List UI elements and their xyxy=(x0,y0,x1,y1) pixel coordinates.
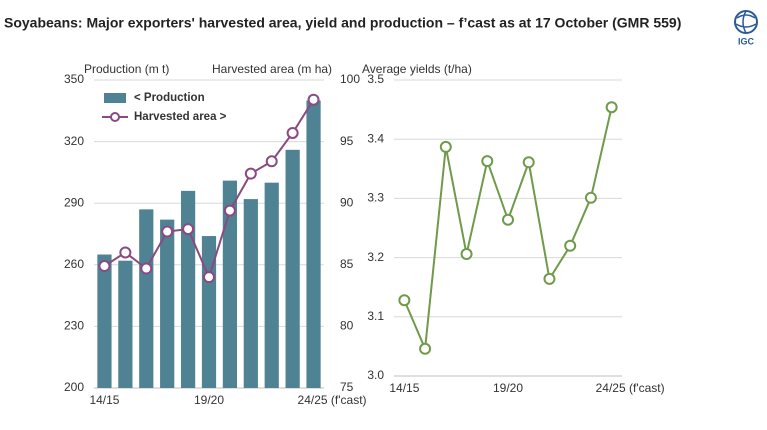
y-tick-label: 230 xyxy=(64,319,84,333)
logo: IGC xyxy=(734,10,758,46)
logo-text: IGC xyxy=(738,36,755,46)
x-tick-label: 14/15 xyxy=(389,381,419,395)
point-marker xyxy=(244,167,257,180)
y-tick-label: 3.2 xyxy=(367,250,384,264)
y2-tick-label: 75 xyxy=(340,380,354,394)
x-tick-label: 19/20 xyxy=(493,381,523,395)
x-tick-label: 24/25 (f'cast) xyxy=(596,381,665,395)
y-tick-label: 320 xyxy=(64,134,84,148)
y2-tick-label: 85 xyxy=(340,257,354,271)
point-marker xyxy=(223,204,236,217)
y2-tick-label: 90 xyxy=(340,195,354,209)
point-marker xyxy=(98,260,111,273)
page-title: Soyabeans: Major exporters' harvested ar… xyxy=(4,15,681,31)
y2-tick-label: 95 xyxy=(340,134,354,148)
y2-axis-label: Harvested area (m ha) xyxy=(212,62,332,76)
bar xyxy=(264,182,279,388)
y2-tick-label: 100 xyxy=(340,72,360,86)
point-marker xyxy=(203,271,215,284)
y-tick-label: 260 xyxy=(64,257,84,271)
point-marker xyxy=(161,225,174,238)
point-marker xyxy=(140,262,153,275)
legend-swatch xyxy=(104,93,126,103)
x-tick-label: 24/25 (f'cast) xyxy=(298,393,367,407)
point-marker xyxy=(119,246,132,259)
point-marker xyxy=(439,140,452,153)
logo-lines xyxy=(735,10,757,34)
y-tick-label: 3.1 xyxy=(367,309,384,323)
point-marker xyxy=(398,294,411,307)
y-axis-label: Average yields (t/ha) xyxy=(362,62,472,76)
point-marker xyxy=(286,126,299,139)
bar xyxy=(306,100,321,389)
point-marker xyxy=(522,156,535,169)
point-marker xyxy=(460,248,473,261)
y-tick-label: 3.0 xyxy=(367,368,384,382)
x-tick-label: 14/15 xyxy=(89,393,119,407)
bar xyxy=(139,209,154,388)
bar xyxy=(243,199,258,388)
bar xyxy=(285,149,300,388)
point-marker xyxy=(605,101,618,114)
x-tick-label: 19/20 xyxy=(194,393,224,407)
point-marker xyxy=(182,223,195,236)
legend-label: < Production xyxy=(134,92,205,104)
bar xyxy=(97,254,112,388)
point-marker xyxy=(307,93,320,106)
bar xyxy=(222,180,238,388)
point-marker xyxy=(481,155,494,168)
y-tick-label: 290 xyxy=(64,195,84,209)
point-marker xyxy=(502,213,514,226)
point-marker xyxy=(584,191,597,204)
legend-label: Harvested area > xyxy=(134,111,227,123)
y2-tick-label: 80 xyxy=(340,319,354,333)
legend-marker xyxy=(110,112,120,122)
y-axis-label: Production (m t) xyxy=(84,62,169,76)
y-tick-label: 3.5 xyxy=(367,72,384,86)
bar xyxy=(118,260,133,388)
bar xyxy=(180,190,196,388)
bar xyxy=(160,219,175,388)
point-marker xyxy=(419,342,432,355)
y-tick-label: 3.4 xyxy=(367,131,384,145)
y-tick-label: 350 xyxy=(64,72,84,86)
y-tick-label: 3.3 xyxy=(367,191,384,205)
point-marker xyxy=(543,272,556,285)
y-tick-label: 200 xyxy=(64,380,84,394)
point-marker xyxy=(564,239,577,252)
point-marker xyxy=(265,155,278,168)
